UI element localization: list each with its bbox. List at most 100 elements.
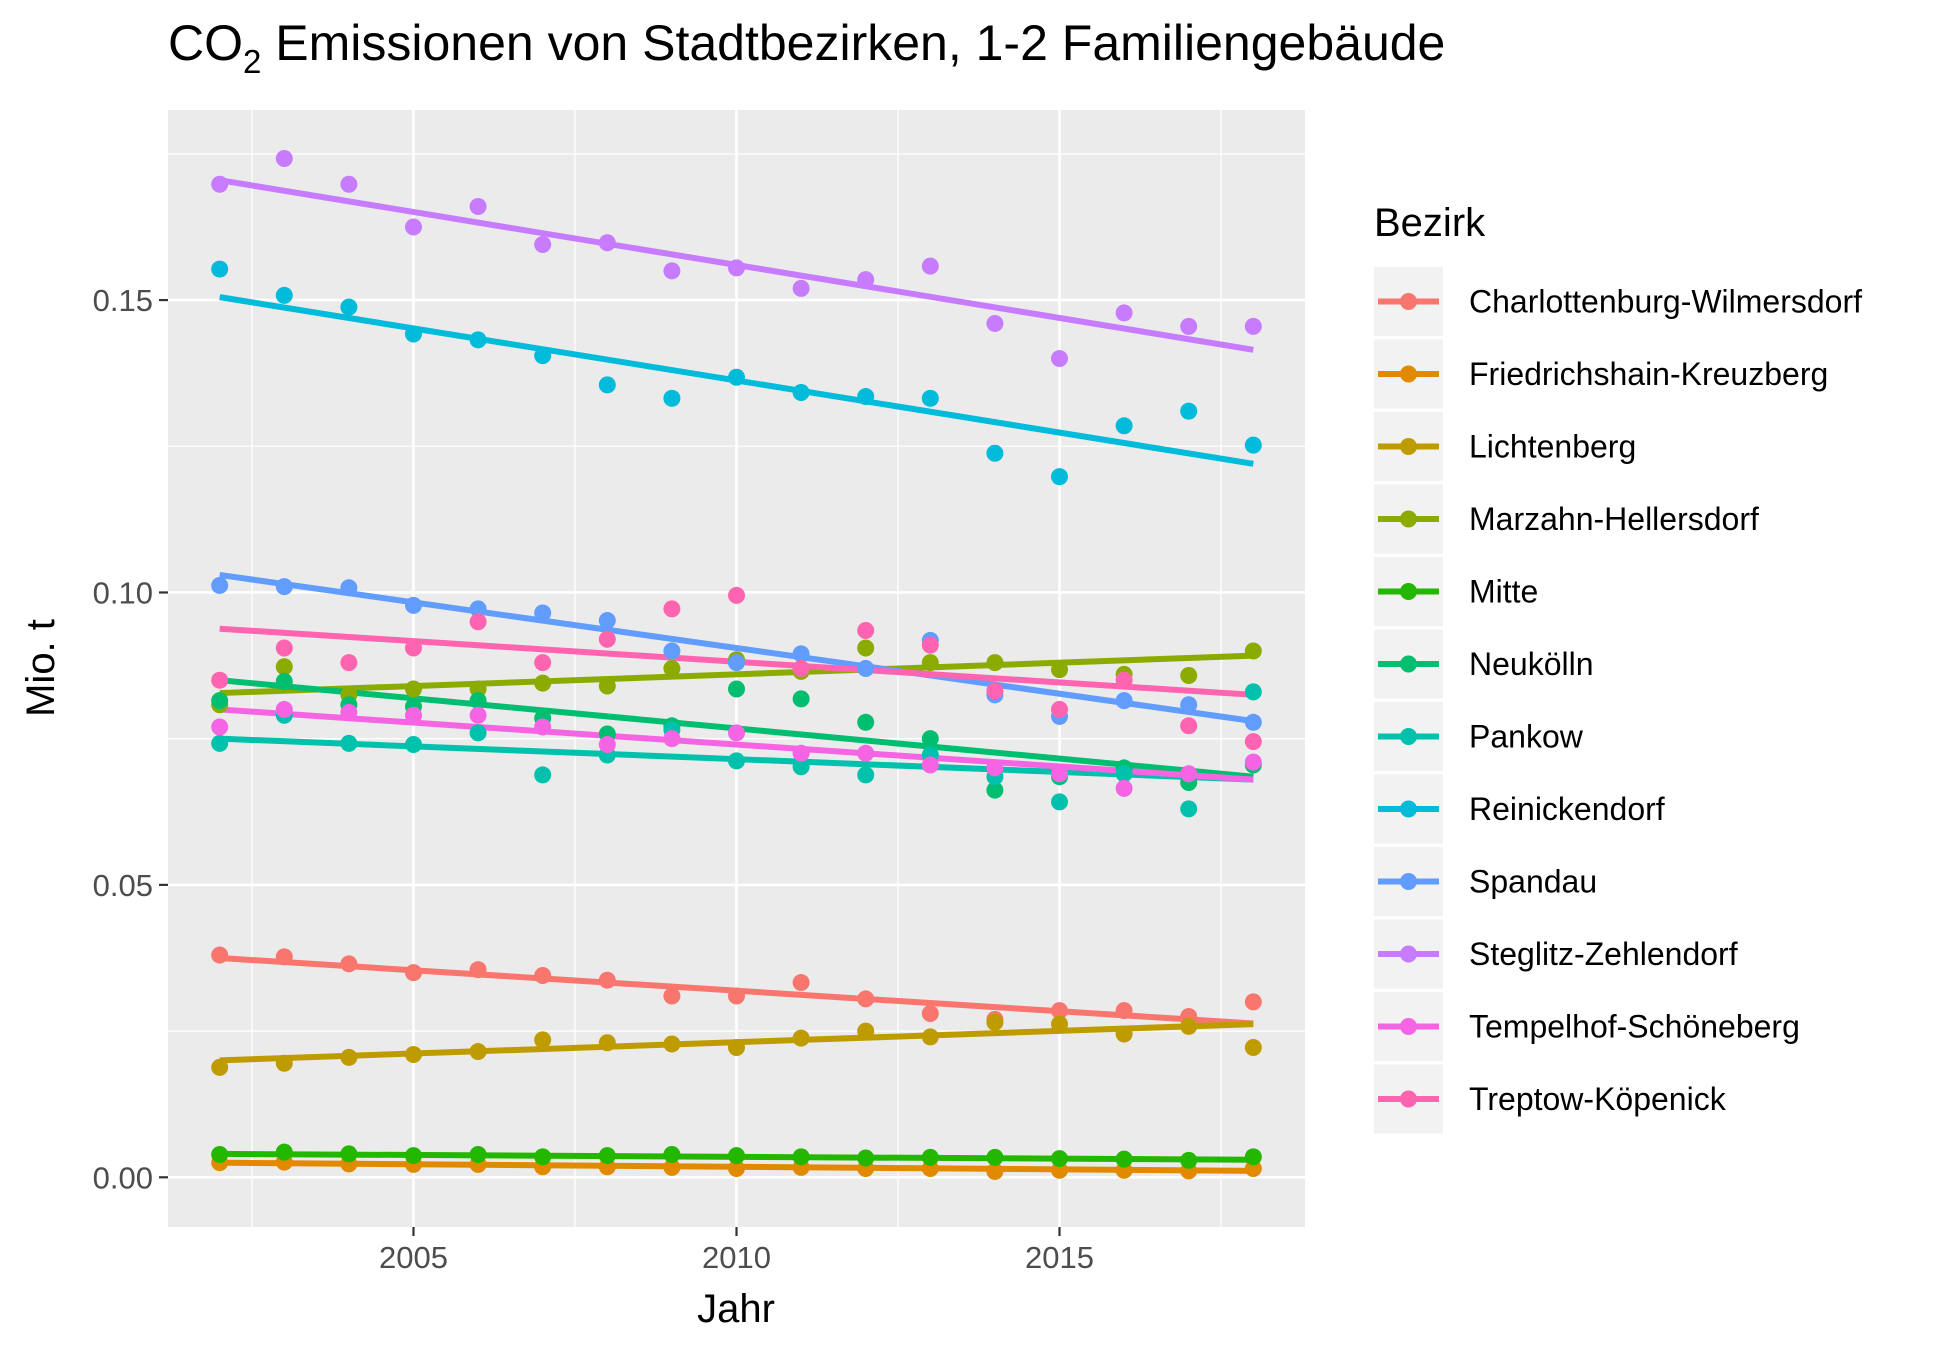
data-point — [986, 682, 1004, 700]
data-point — [404, 1147, 422, 1165]
legend-item: Pankow — [1374, 702, 1584, 771]
data-point — [1115, 692, 1133, 710]
data-point — [275, 639, 293, 657]
legend-key-point — [1400, 655, 1417, 673]
data-point — [728, 1038, 745, 1056]
data-point — [469, 724, 487, 742]
data-point — [663, 987, 681, 1005]
data-point — [728, 752, 745, 770]
data-point — [340, 175, 358, 193]
data-point — [469, 1145, 487, 1163]
data-point — [469, 613, 487, 631]
data-point — [469, 331, 487, 349]
data-point — [857, 990, 875, 1008]
data-point — [211, 718, 229, 736]
data-point — [1180, 800, 1198, 818]
data-point — [1244, 1038, 1262, 1056]
data-point — [340, 654, 358, 672]
legend-key-point — [1400, 365, 1417, 383]
data-point — [469, 1043, 487, 1061]
data-point — [1115, 671, 1133, 689]
data-point — [1115, 417, 1133, 435]
data-point — [1244, 642, 1262, 660]
legend-key-point — [1400, 728, 1417, 745]
data-point — [1115, 779, 1133, 797]
data-point — [728, 724, 745, 742]
data-point — [1115, 304, 1133, 322]
data-point — [921, 257, 939, 275]
data-point — [534, 718, 552, 736]
data-point — [469, 961, 487, 979]
chart-title-rest: Emissionen von Stadtbezirken, 1-2 Famili… — [261, 15, 1445, 71]
data-point — [728, 368, 745, 386]
legend-item: Treptow-Köpenick — [1374, 1064, 1727, 1134]
data-point — [1244, 436, 1262, 454]
x-tick-label: 2005 — [379, 1240, 448, 1275]
data-point — [1051, 1161, 1069, 1179]
data-point — [275, 658, 293, 676]
data-point — [340, 579, 358, 597]
data-point — [728, 586, 745, 604]
chart-title-main: CO — [168, 15, 243, 71]
data-point — [211, 576, 229, 594]
data-point — [792, 645, 810, 663]
data-point — [534, 674, 552, 692]
data-point — [340, 1145, 358, 1163]
data-point — [534, 766, 552, 784]
data-point — [792, 1148, 810, 1166]
data-point — [986, 444, 1004, 462]
data-point — [857, 271, 875, 289]
data-point — [857, 713, 875, 731]
data-point — [986, 781, 1004, 799]
data-point — [921, 1148, 939, 1166]
data-point — [921, 636, 939, 654]
data-point — [1244, 317, 1262, 335]
data-point — [921, 1028, 939, 1046]
data-point — [663, 1035, 681, 1053]
legend-item: Reinickendorf — [1374, 774, 1665, 844]
legend-label: Neukölln — [1469, 646, 1594, 682]
legend-item: Tempelhof-Schöneberg — [1374, 992, 1800, 1061]
data-point — [404, 964, 422, 982]
legend-key-point — [1400, 293, 1417, 310]
data-point — [1115, 1025, 1133, 1043]
legend-label: Mitte — [1469, 574, 1538, 610]
data-point — [1051, 700, 1069, 718]
data-point — [663, 1145, 681, 1163]
data-point — [211, 946, 229, 964]
data-point — [792, 1029, 810, 1047]
data-point — [857, 621, 875, 639]
data-point — [921, 756, 939, 774]
data-point — [986, 1162, 1004, 1180]
data-point — [857, 660, 875, 677]
data-point — [663, 660, 681, 677]
data-point — [275, 948, 293, 966]
data-point — [534, 347, 552, 365]
data-point — [598, 677, 616, 695]
legend-item: Steglitz-Zehlendorf — [1374, 919, 1738, 989]
data-point — [404, 680, 422, 698]
y-axis: 0.00 0.05 0.10 0.15 — [93, 283, 168, 1195]
data-point — [792, 279, 810, 297]
data-point — [211, 175, 229, 193]
legend-item: Lichtenberg — [1374, 412, 1636, 481]
data-point — [728, 259, 745, 277]
legend-key-point — [1400, 800, 1417, 818]
data-point — [275, 1143, 293, 1161]
y-axis-title: Mio. t — [19, 619, 63, 717]
legend-label: Tempelhof-Schöneberg — [1469, 1009, 1800, 1045]
data-point — [1051, 793, 1069, 811]
data-point — [598, 376, 616, 394]
data-point — [598, 971, 616, 989]
data-point — [986, 759, 1004, 777]
data-point — [1051, 468, 1069, 486]
data-point — [921, 654, 939, 672]
data-point — [663, 262, 681, 280]
legend-title: Bezirk — [1374, 201, 1486, 245]
x-axis-title: Jahr — [697, 1287, 775, 1331]
data-point — [404, 736, 422, 754]
data-point — [921, 1005, 939, 1023]
data-point — [663, 730, 681, 748]
data-point — [340, 1048, 358, 1066]
data-point — [1051, 661, 1069, 679]
